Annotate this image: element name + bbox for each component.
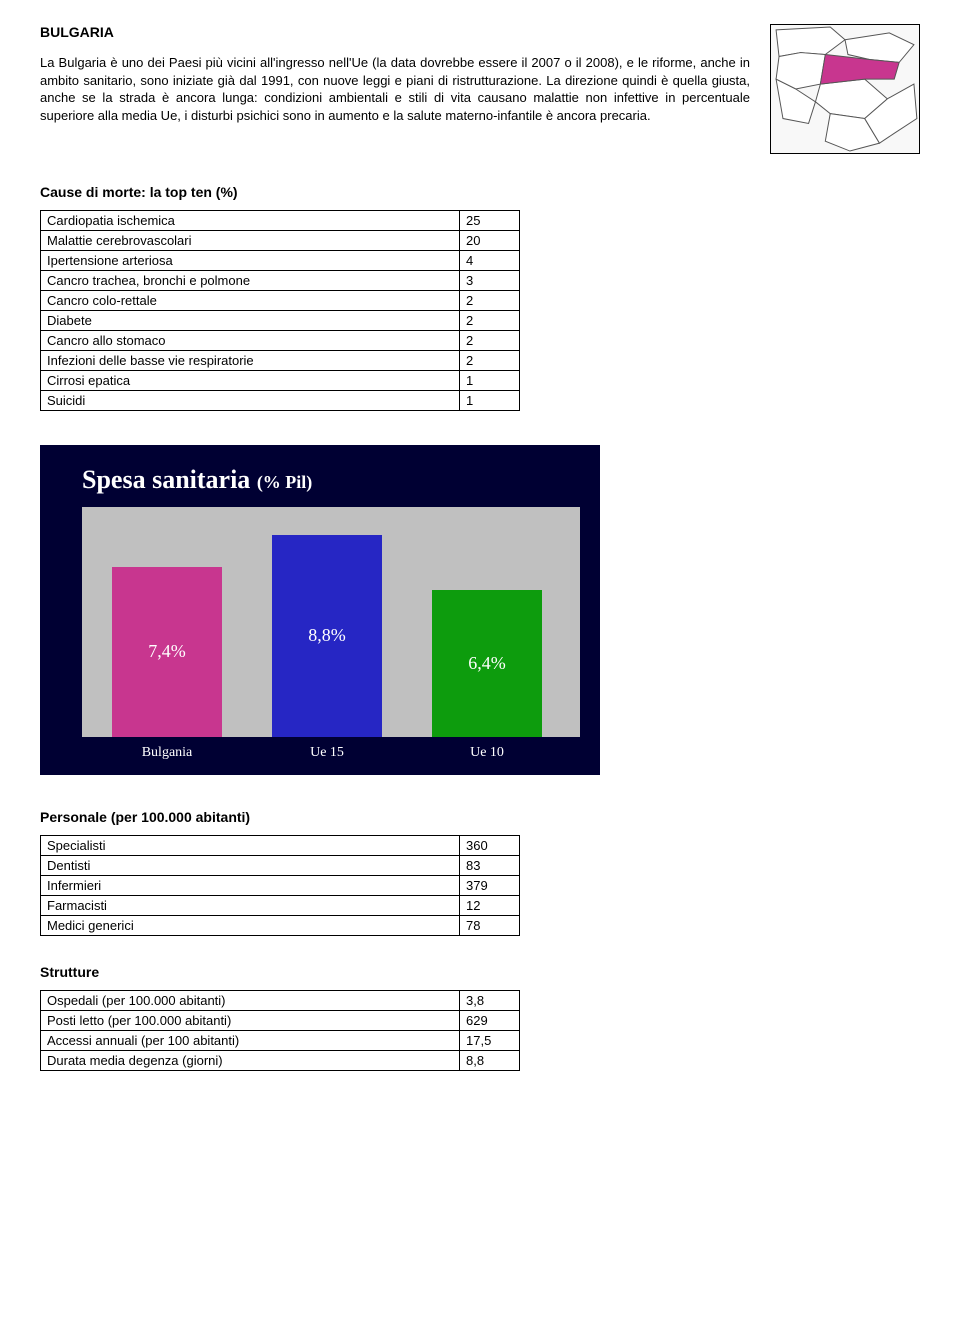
personnel-table: Specialisti360Dentisti83Infermieri379Far…	[40, 835, 520, 936]
table-row: Durata media degenza (giorni)8,8	[41, 1051, 520, 1071]
row-value: 25	[460, 211, 520, 231]
row-label: Infermieri	[41, 876, 460, 896]
row-label: Farmacisti	[41, 896, 460, 916]
chart-x-axis: Bulgania Ue 15 Ue 10	[40, 737, 600, 761]
row-value: 1	[460, 391, 520, 411]
structures-table: Ospedali (per 100.000 abitanti)3,8Posti …	[40, 990, 520, 1071]
table-row: Infermieri379	[41, 876, 520, 896]
row-value: 4	[460, 251, 520, 271]
row-label: Malattie cerebrovascolari	[41, 231, 460, 251]
table-row: Cancro colo-rettale2	[41, 291, 520, 311]
table-row: Medici generici78	[41, 916, 520, 936]
row-value: 3	[460, 271, 520, 291]
row-label: Suicidi	[41, 391, 460, 411]
row-label: Cardiopatia ischemica	[41, 211, 460, 231]
chart-bar-group: 8,8%	[272, 535, 382, 737]
table-row: Accessi annuali (per 100 abitanti)17,5	[41, 1031, 520, 1051]
table-row: Cirrosi epatica1	[41, 371, 520, 391]
row-label: Cancro trachea, bronchi e polmone	[41, 271, 460, 291]
table-row: Specialisti360	[41, 836, 520, 856]
chart-x-label: Ue 15	[272, 745, 382, 761]
chart-bar-label: 8,8%	[308, 625, 346, 646]
intro-paragraph: La Bulgaria è uno dei Paesi più vicini a…	[40, 54, 750, 124]
chart-title-sub: (% Pil)	[257, 472, 313, 492]
row-label: Cirrosi epatica	[41, 371, 460, 391]
row-label: Infezioni delle basse vie respiratorie	[41, 351, 460, 371]
row-label: Accessi annuali (per 100 abitanti)	[41, 1031, 460, 1051]
table-row: Dentisti83	[41, 856, 520, 876]
table-row: Cardiopatia ischemica25	[41, 211, 520, 231]
chart-bar: 6,4%	[432, 590, 542, 737]
row-value: 360	[460, 836, 520, 856]
map-thumbnail	[770, 24, 920, 154]
intro-text-column: BULGARIA La Bulgaria è uno dei Paesi più…	[40, 24, 750, 124]
table-row: Ipertensione arteriosa4	[41, 251, 520, 271]
row-value: 379	[460, 876, 520, 896]
row-label: Cancro colo-rettale	[41, 291, 460, 311]
chart-title-main: Spesa sanitaria	[82, 465, 250, 494]
row-value: 2	[460, 351, 520, 371]
row-value: 8,8	[460, 1051, 520, 1071]
spending-chart: Spesa sanitaria (% Pil) 7,4% 8,8% 6,4% Bul…	[40, 445, 600, 775]
structures-title: Strutture	[40, 964, 920, 980]
row-label: Diabete	[41, 311, 460, 331]
chart-bar-label: 6,4%	[468, 653, 506, 674]
chart-title: Spesa sanitaria (% Pil)	[40, 459, 600, 507]
row-value: 78	[460, 916, 520, 936]
row-value: 17,5	[460, 1031, 520, 1051]
row-value: 629	[460, 1011, 520, 1031]
row-value: 12	[460, 896, 520, 916]
row-value: 20	[460, 231, 520, 251]
causes-table: Cardiopatia ischemica25Malattie cerebrov…	[40, 210, 520, 411]
table-row: Cancro allo stomaco2	[41, 331, 520, 351]
table-row: Suicidi1	[41, 391, 520, 411]
row-value: 2	[460, 331, 520, 351]
table-row: Ospedali (per 100.000 abitanti)3,8	[41, 991, 520, 1011]
row-value: 3,8	[460, 991, 520, 1011]
chart-bar-group: 7,4%	[112, 567, 222, 737]
causes-title: Cause di morte: la top ten (%)	[40, 184, 920, 200]
chart-x-label: Ue 10	[432, 745, 542, 761]
chart-bar: 7,4%	[112, 567, 222, 737]
row-label: Ospedali (per 100.000 abitanti)	[41, 991, 460, 1011]
header-row: BULGARIA La Bulgaria è uno dei Paesi più…	[40, 24, 920, 154]
map-svg	[771, 25, 919, 153]
row-value: 1	[460, 371, 520, 391]
row-value: 2	[460, 311, 520, 331]
row-label: Specialisti	[41, 836, 460, 856]
chart-x-label: Bulgania	[112, 745, 222, 761]
page-title: BULGARIA	[40, 24, 750, 40]
chart-bar-group: 6,4%	[432, 590, 542, 737]
table-row: Farmacisti12	[41, 896, 520, 916]
personnel-title: Personale (per 100.000 abitanti)	[40, 809, 920, 825]
row-label: Medici generici	[41, 916, 460, 936]
table-row: Infezioni delle basse vie respiratorie2	[41, 351, 520, 371]
chart-bar: 8,8%	[272, 535, 382, 737]
row-label: Posti letto (per 100.000 abitanti)	[41, 1011, 460, 1031]
chart-bar-label: 7,4%	[148, 641, 186, 662]
row-label: Durata media degenza (giorni)	[41, 1051, 460, 1071]
table-row: Malattie cerebrovascolari20	[41, 231, 520, 251]
row-label: Cancro allo stomaco	[41, 331, 460, 351]
row-value: 2	[460, 291, 520, 311]
row-label: Dentisti	[41, 856, 460, 876]
chart-plot-area: 7,4% 8,8% 6,4%	[82, 507, 580, 737]
table-row: Posti letto (per 100.000 abitanti)629	[41, 1011, 520, 1031]
table-row: Cancro trachea, bronchi e polmone3	[41, 271, 520, 291]
table-row: Diabete2	[41, 311, 520, 331]
row-label: Ipertensione arteriosa	[41, 251, 460, 271]
row-value: 83	[460, 856, 520, 876]
